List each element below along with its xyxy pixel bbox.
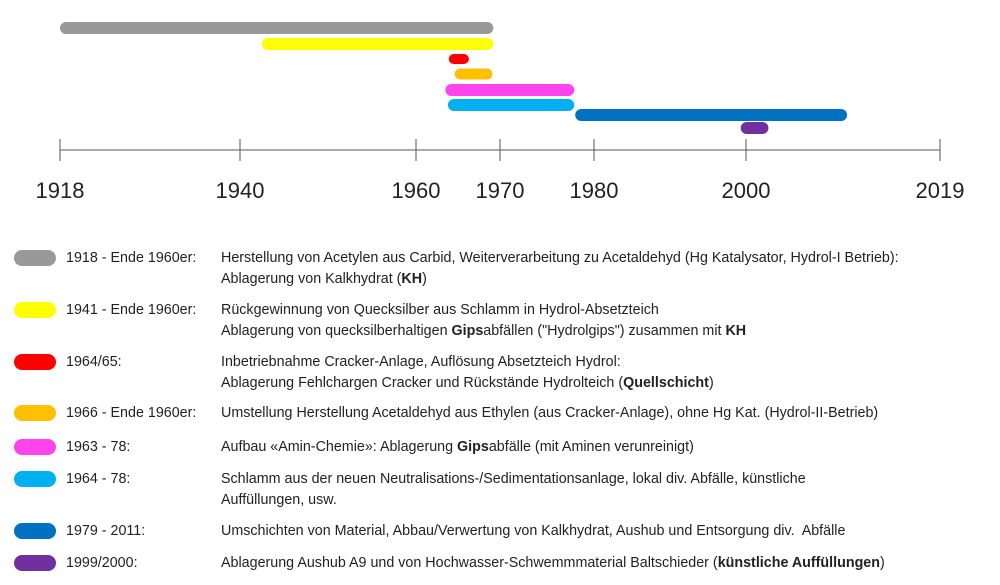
legend-description: Ablagerung Aushub A9 und von Hochwasser-…	[221, 553, 885, 574]
description-text: Aufbau «Amin-Chemie»: Ablagerung	[221, 439, 458, 455]
description-line: Auffüllungen, usw.	[221, 490, 806, 511]
legend-period: 1979 - 2011:	[66, 523, 146, 539]
legend-period: 1963 - 78:	[66, 439, 131, 455]
description-text: Herstellung von Acetylen aus Carbid, Wei…	[221, 250, 899, 266]
legend-period: 1964 - 78:	[66, 471, 131, 487]
tick-label: 1960	[392, 178, 441, 203]
description-text: )	[422, 271, 427, 287]
legend-description: Umschichten von Material, Abbau/Verwertu…	[221, 521, 845, 542]
legend-description: Schlamm aus der neuen Neutralisations-/S…	[221, 469, 806, 511]
description-line: Umstellung Herstellung Acetaldehyd aus E…	[221, 403, 878, 424]
description-line: Ablagerung von quecksilberhaltigen *Gips…	[221, 321, 746, 342]
description-text: Schlamm aus der neuen Neutralisations-/S…	[221, 471, 806, 487]
legend-swatch	[14, 439, 56, 455]
description-line: Umschichten von Material, Abbau/Verwertu…	[221, 521, 845, 542]
legend-swatch	[14, 471, 56, 487]
description-line: Schlamm aus der neuen Neutralisations-/S…	[221, 469, 806, 490]
legend-swatch	[14, 523, 56, 539]
description-text: Ablagerung von quecksilberhaltigen	[221, 323, 452, 339]
legend-swatch	[14, 555, 56, 571]
description-line: Ablagerung Fehlchargen Cracker und Rücks…	[221, 373, 714, 394]
description-text: abfälle (mit Aminen verunreinigt)	[488, 439, 694, 455]
legend-period: 1918 - Ende 1960er:	[66, 250, 197, 266]
description-text: Umstellung Herstellung Acetaldehyd aus E…	[221, 405, 879, 421]
bold-term: *Gips	[451, 323, 484, 339]
description-text: Umschichten von Material, Abbau/Verwertu…	[221, 523, 846, 539]
bold-term: *KH	[725, 323, 747, 339]
description-line: Rückgewinnung von Quecksilber aus Schlam…	[221, 300, 746, 321]
timeline-chart: 1918 1940 1960 1970 1980 2000 2019	[36, 22, 965, 203]
tick-label: 2019	[916, 178, 965, 203]
description-text: abfällen ("Hydrolgips") zusammen mit	[483, 323, 726, 339]
timeline-bar	[454, 68, 493, 80]
description-line: Ablagerung Aushub A9 und von Hochwasser-…	[221, 553, 885, 574]
description-line: Ablagerung von Kalkhydrat (*KH)	[221, 269, 899, 290]
legend-description: Aufbau «Amin-Chemie»: Ablagerung *Gipsab…	[221, 437, 694, 458]
legend-swatch	[14, 354, 56, 370]
description-text: Inbetriebnahme Cracker-Anlage, Auflösung…	[221, 354, 621, 370]
tick-label: 1970	[476, 178, 525, 203]
legend-period: 1966 - Ende 1960er:	[66, 405, 197, 421]
timeline-bar	[575, 109, 848, 121]
description-text: Ablagerung von Kalkhydrat (	[221, 271, 402, 287]
bold-term: *Gips	[457, 439, 489, 455]
tick-label: 1940	[216, 178, 265, 203]
description-line: Inbetriebnahme Cracker-Anlage, Auflösung…	[221, 352, 714, 373]
legend-swatch	[14, 405, 56, 421]
description-text: )	[879, 555, 885, 571]
bold-term: *Quellschicht	[623, 375, 709, 391]
bold-term: *KH	[401, 271, 423, 287]
description-line: Aufbau «Amin-Chemie»: Ablagerung *Gipsab…	[221, 437, 694, 458]
legend-description: Rückgewinnung von Quecksilber aus Schlam…	[221, 300, 746, 342]
description-text: )	[708, 375, 714, 391]
description-text: Ablagerung Fehlchargen Cracker und Rücks…	[221, 375, 624, 391]
timeline-bar	[60, 22, 494, 34]
tick-label: 2000	[722, 178, 771, 203]
timeline-bar	[262, 38, 494, 50]
legend-period: 1941 - Ende 1960er:	[66, 302, 197, 318]
description-line: Herstellung von Acetylen aus Carbid, Wei…	[221, 248, 899, 269]
description-text: Auffüllungen, usw.	[221, 492, 337, 508]
tick-label: 1980	[570, 178, 619, 203]
description-text: Ablagerung Aushub A9 und von Hochwasser-…	[221, 555, 718, 571]
legend-period: 1999/2000:	[66, 555, 138, 571]
timeline-bar	[445, 84, 575, 96]
tick-label: 1918	[36, 178, 85, 203]
legend-description: Herstellung von Acetylen aus Carbid, Wei…	[221, 248, 899, 290]
timeline-bar	[447, 99, 575, 111]
timeline-bar	[448, 54, 469, 64]
legend-swatch	[14, 302, 56, 318]
legend-swatch	[14, 250, 56, 266]
description-text: Rückgewinnung von Quecksilber aus Schlam…	[221, 302, 659, 318]
legend-period: 1964/65:	[66, 354, 122, 370]
bold-term: *künstliche Auffüllungen	[717, 555, 880, 571]
timeline-bar	[740, 122, 769, 134]
legend-description: Umstellung Herstellung Acetaldehyd aus E…	[221, 403, 878, 424]
legend-description: Inbetriebnahme Cracker-Anlage, Auflösung…	[221, 352, 714, 394]
